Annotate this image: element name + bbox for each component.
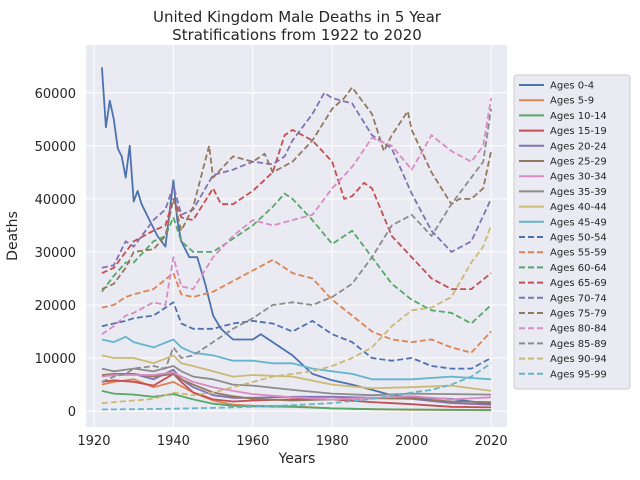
legend-entry: Ages 40-44 — [550, 202, 607, 213]
legend-entry: Ages 15-19 — [550, 126, 607, 137]
y-tick-label: 10000 — [35, 352, 76, 367]
series-line — [101, 259, 492, 354]
series-line — [101, 362, 492, 411]
legend-entry: Ages 75-79 — [550, 309, 607, 320]
legend-box — [513, 74, 631, 390]
legend-entry: Ages 95-99 — [550, 369, 607, 380]
series-line — [101, 373, 492, 409]
series-line — [101, 225, 492, 404]
y-tick-label: 50000 — [35, 140, 76, 155]
x-axis-label: Years — [278, 451, 316, 467]
series-line — [101, 97, 492, 335]
series-line — [101, 192, 492, 325]
series-line — [101, 371, 492, 401]
series-line — [101, 365, 492, 397]
legend-entry: Ages 25-29 — [550, 157, 607, 168]
y-tick-label: 40000 — [35, 193, 76, 208]
legend-entry: Ages 10-14 — [550, 111, 607, 122]
x-tick-label: 2020 — [475, 434, 508, 449]
y-axis-label: Deaths — [5, 211, 21, 261]
legend-entry: Ages 0-4 — [550, 81, 594, 92]
plot-background — [86, 45, 507, 427]
legend-entry: Ages 90-94 — [550, 354, 607, 365]
legend-entry: Ages 50-54 — [550, 233, 607, 244]
x-tick-label: 1960 — [236, 434, 269, 449]
chart-title-line-2: Stratifications from 1922 to 2020 — [172, 26, 422, 44]
legend-entry: Ages 80-84 — [550, 324, 607, 335]
x-tick-labels: 1920 1940 1960 1980 2000 2020 — [77, 434, 507, 449]
legend-entry: Ages 55-59 — [550, 248, 607, 259]
legend-entry: Ages 35-39 — [550, 187, 607, 198]
legend-entry: Ages 70-74 — [550, 293, 607, 304]
series-line — [101, 301, 492, 370]
series-line — [101, 67, 492, 406]
legend: Ages 0-4 Ages 5-9 Ages 10-14 Ages 15-19 Ages… — [513, 74, 631, 390]
series-line — [101, 108, 492, 383]
legend-entry: Ages 85-89 — [550, 339, 607, 350]
legend-entry: Ages 30-34 — [550, 172, 607, 183]
legend-entry: Ages 45-49 — [550, 217, 607, 228]
legend-entry: Ages 65-69 — [550, 278, 607, 289]
y-tick-label: 0 — [68, 405, 76, 420]
legend-entry: Ages 5-9 — [550, 96, 594, 107]
y-tick-label: 60000 — [35, 87, 76, 102]
y-tick-label: 20000 — [35, 299, 76, 314]
x-tick-label: 1980 — [316, 434, 349, 449]
series-lines — [101, 67, 492, 412]
series-line — [101, 86, 492, 290]
x-tick-label: 1920 — [77, 434, 110, 449]
series-line — [101, 390, 492, 411]
chart-title-line-1: United Kingdom Male Deaths in 5 Year — [153, 8, 442, 26]
y-tick-label: 30000 — [35, 246, 76, 261]
legend-entry: Ages 20-24 — [550, 141, 607, 152]
y-tick-labels: 0 10000 20000 30000 40000 50000 60000 — [35, 87, 76, 420]
series-line — [101, 129, 492, 290]
x-tick-label: 1940 — [157, 434, 190, 449]
series-line — [101, 354, 492, 392]
x-tick-label: 2000 — [395, 434, 428, 449]
grid — [86, 45, 507, 427]
series-line — [101, 335, 492, 381]
legend-entry: Ages 60-64 — [550, 263, 607, 274]
series-line — [101, 91, 492, 269]
